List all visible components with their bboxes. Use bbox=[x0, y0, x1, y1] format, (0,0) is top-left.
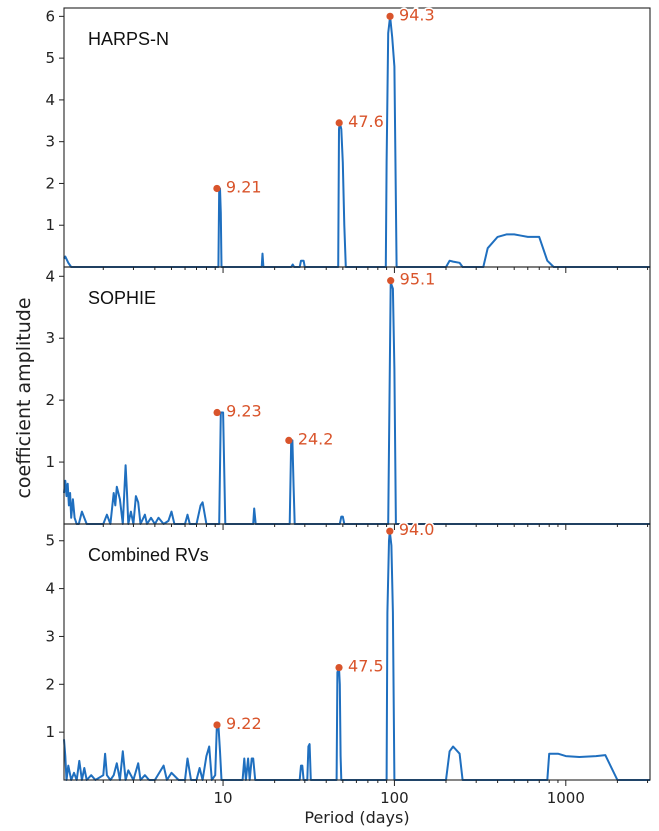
peak-marker bbox=[285, 436, 293, 444]
y-tick-label: 6 bbox=[45, 7, 55, 25]
peak-marker bbox=[213, 721, 221, 729]
panel-2: 1 2 3 4 SOPHIE 9.23 24.2 95.1 bbox=[45, 266, 651, 530]
peak-marker bbox=[213, 184, 221, 193]
peak-label: 94.3 bbox=[399, 5, 435, 24]
peak-label: 95.1 bbox=[400, 270, 436, 289]
y-tick-label: 1 bbox=[45, 216, 55, 234]
peak-marker bbox=[386, 12, 394, 20]
y-tick-label: 3 bbox=[45, 627, 55, 645]
peak-label: 94.0 bbox=[399, 520, 435, 539]
y-tick-label: 2 bbox=[45, 391, 55, 409]
y-tick-label: 1 bbox=[45, 453, 55, 471]
series-line-1 bbox=[63, 530, 650, 781]
peak-label: 47.5 bbox=[348, 657, 384, 676]
peak-marker bbox=[213, 408, 221, 417]
x-tick-label: 1000 bbox=[547, 789, 585, 807]
panel-frame bbox=[63, 523, 651, 781]
y-tick-label: 1 bbox=[45, 723, 55, 741]
peak-marker bbox=[386, 527, 394, 535]
y-axis-label: coefficient amplitude bbox=[13, 297, 35, 498]
series-line-1 bbox=[63, 281, 650, 525]
panel-title: Combined RVs bbox=[88, 545, 209, 565]
panel-1: 1 2 3 4 5 6 HARPS-N 9.21 47.6 94.3 bbox=[45, 4, 651, 273]
series-line-1 bbox=[63, 15, 650, 268]
peak-label: 47.6 bbox=[348, 112, 384, 131]
peak-label: 24.2 bbox=[298, 429, 334, 448]
y-tick-label: 4 bbox=[45, 91, 55, 109]
y-tick-label: 2 bbox=[45, 174, 55, 192]
y-tick-label: 2 bbox=[45, 675, 55, 693]
panel-3: 1 2 3 4 5 Combined RVs 9.22 47.5 94.0 bbox=[45, 519, 651, 786]
y-tick-label: 4 bbox=[45, 580, 55, 598]
y-tick-label: 5 bbox=[45, 532, 55, 550]
y-tick-label: 3 bbox=[45, 133, 55, 151]
x-tick-label: 100 bbox=[380, 789, 409, 807]
peak-label: 9.22 bbox=[226, 714, 262, 733]
panel-title: SOPHIE bbox=[88, 288, 156, 308]
peak-marker bbox=[335, 119, 343, 127]
peak-marker bbox=[335, 663, 343, 672]
y-tick-label: 5 bbox=[45, 49, 55, 67]
panel-title: HARPS-N bbox=[88, 29, 169, 49]
x-axis-label: Period (days) bbox=[304, 808, 409, 827]
peak-label: 9.21 bbox=[226, 177, 262, 196]
peak-marker bbox=[387, 277, 395, 285]
y-tick-label: 4 bbox=[45, 267, 55, 285]
y-tick-label: 3 bbox=[45, 329, 55, 347]
x-tick-label: 10 bbox=[214, 789, 233, 807]
peak-label: 9.23 bbox=[226, 402, 262, 421]
